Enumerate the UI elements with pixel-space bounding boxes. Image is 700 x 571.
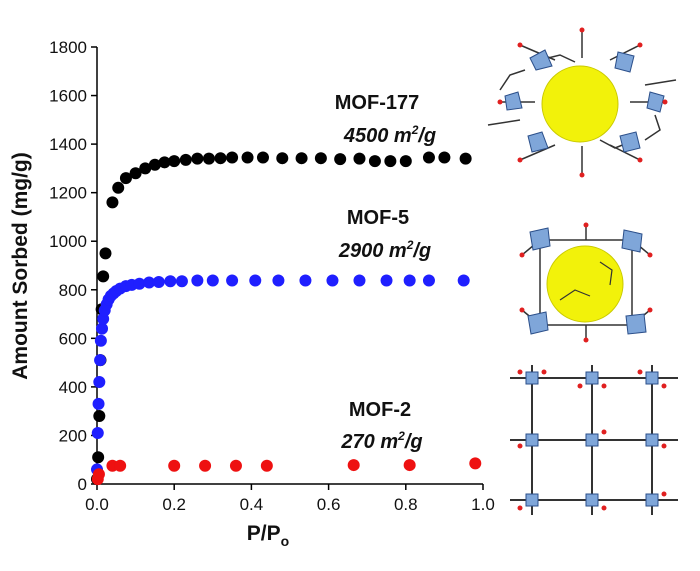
mof5-structure-image — [519, 222, 653, 343]
data-point-mof-177 — [334, 153, 347, 166]
x-ticks: 0.0 0.2 0.4 0.6 0.8 1.0 — [85, 484, 495, 514]
x-tick-label: 0.6 — [317, 495, 341, 514]
data-point-mof-177 — [139, 162, 152, 175]
data-point-mof-177 — [158, 156, 171, 169]
data-point-mof-177 — [202, 152, 215, 165]
data-point-mof-177 — [97, 270, 110, 283]
data-point-mof-177 — [191, 152, 204, 165]
data-point-mof-5 — [226, 274, 239, 287]
data-point-mof-5 — [272, 274, 285, 287]
data-point-mof-5 — [94, 334, 107, 347]
data-point-mof-177 — [226, 151, 239, 164]
data-point-mof-5 — [92, 397, 105, 410]
y-tick-label: 1400 — [49, 135, 87, 154]
data-point-mof-2 — [168, 459, 181, 472]
data-point-mof-177 — [106, 196, 119, 209]
y-tick-label: 200 — [59, 426, 87, 445]
data-point-mof-5 — [191, 274, 204, 287]
data-point-mof-5 — [143, 276, 156, 289]
y-tick-label: 0 — [78, 475, 87, 494]
data-point-mof-5 — [457, 274, 470, 287]
data-point-mof-177 — [353, 152, 366, 165]
data-point-mof-5 — [175, 275, 188, 288]
data-point-mof-177 — [148, 158, 161, 171]
data-point-mof-5 — [206, 274, 219, 287]
y-tick-label: 1000 — [49, 232, 87, 251]
data-point-mof-177 — [241, 151, 254, 164]
mof5-label: MOF-5 — [347, 207, 409, 229]
series-mof-2 — [91, 457, 482, 486]
data-point-mof-177 — [99, 247, 112, 260]
data-point-mof-177 — [93, 410, 106, 423]
mof177-structure-image — [487, 27, 677, 178]
data-point-mof-177 — [129, 167, 142, 180]
y-tick-label: 800 — [59, 281, 87, 300]
data-series — [91, 151, 482, 486]
x-axis-title: P/Po — [247, 522, 289, 549]
x-axis-title-subscript: o — [281, 533, 290, 549]
data-point-mof-5 — [164, 275, 177, 288]
data-point-mof-177 — [179, 153, 192, 166]
data-point-mof-177 — [399, 155, 412, 168]
x-tick-label: 0.0 — [85, 495, 109, 514]
data-point-mof-5 — [422, 274, 435, 287]
x-tick-label: 0.4 — [240, 495, 264, 514]
data-point-mof-5 — [93, 376, 106, 389]
data-point-mof-177 — [119, 172, 132, 185]
data-point-mof-177 — [459, 152, 472, 165]
y-tick-label: 400 — [59, 378, 87, 397]
data-point-mof-5 — [133, 277, 146, 290]
y-tick-label: 1200 — [49, 184, 87, 203]
data-point-mof-5 — [249, 274, 262, 287]
data-point-mof-5 — [403, 274, 416, 287]
data-point-mof-2 — [114, 459, 127, 472]
y-ticks: 0 200 400 600 800 1000 1200 1400 1600 1800 — [49, 38, 97, 494]
y-tick-label: 1600 — [49, 87, 87, 106]
data-point-mof-2 — [92, 468, 105, 481]
mof2-structure-image — [510, 365, 678, 515]
data-point-mof-2 — [260, 459, 273, 472]
data-point-mof-177 — [295, 152, 308, 165]
data-point-mof-177 — [214, 152, 227, 165]
x-tick-label: 0.2 — [162, 495, 186, 514]
data-point-mof-2 — [229, 459, 242, 472]
mof2-label: MOF-2 — [349, 399, 411, 421]
x-axis-title-main: P/P — [247, 522, 281, 545]
data-point-mof-177 — [276, 152, 289, 165]
y-axis-title: Amount Sorbed (mg/g) — [9, 152, 32, 379]
data-point-mof-177 — [422, 151, 435, 164]
data-point-mof-2 — [403, 459, 416, 472]
data-point-mof-177 — [368, 155, 381, 168]
data-point-mof-177 — [112, 181, 125, 194]
data-point-mof-177 — [256, 151, 269, 164]
data-point-mof-177 — [384, 155, 397, 168]
data-point-mof-5 — [299, 274, 312, 287]
x-tick-label: 1.0 — [471, 495, 495, 514]
data-point-mof-2 — [347, 459, 360, 472]
data-point-mof-5 — [326, 274, 339, 287]
data-point-mof-2 — [199, 459, 212, 472]
data-point-mof-5 — [94, 354, 107, 367]
data-point-mof-5 — [353, 274, 366, 287]
data-point-mof-5 — [380, 274, 393, 287]
data-point-mof-5 — [96, 322, 109, 335]
mof2-area: 270 m2/g — [340, 429, 422, 453]
data-point-mof-2 — [469, 457, 482, 470]
y-tick-label: 600 — [59, 329, 87, 348]
data-point-mof-177 — [438, 151, 451, 164]
mof177-label: MOF-177 — [335, 92, 419, 114]
data-point-mof-5 — [152, 276, 165, 289]
y-tick-label: 1800 — [49, 38, 87, 57]
x-tick-label: 0.8 — [394, 495, 418, 514]
data-point-mof-177 — [92, 451, 105, 464]
data-point-mof-5 — [91, 427, 104, 440]
data-point-mof-177 — [168, 155, 181, 168]
data-point-mof-177 — [314, 152, 327, 165]
mof5-area: 2900 m2/g — [338, 238, 431, 262]
mof177-area: 4500 m2/g — [343, 123, 436, 147]
